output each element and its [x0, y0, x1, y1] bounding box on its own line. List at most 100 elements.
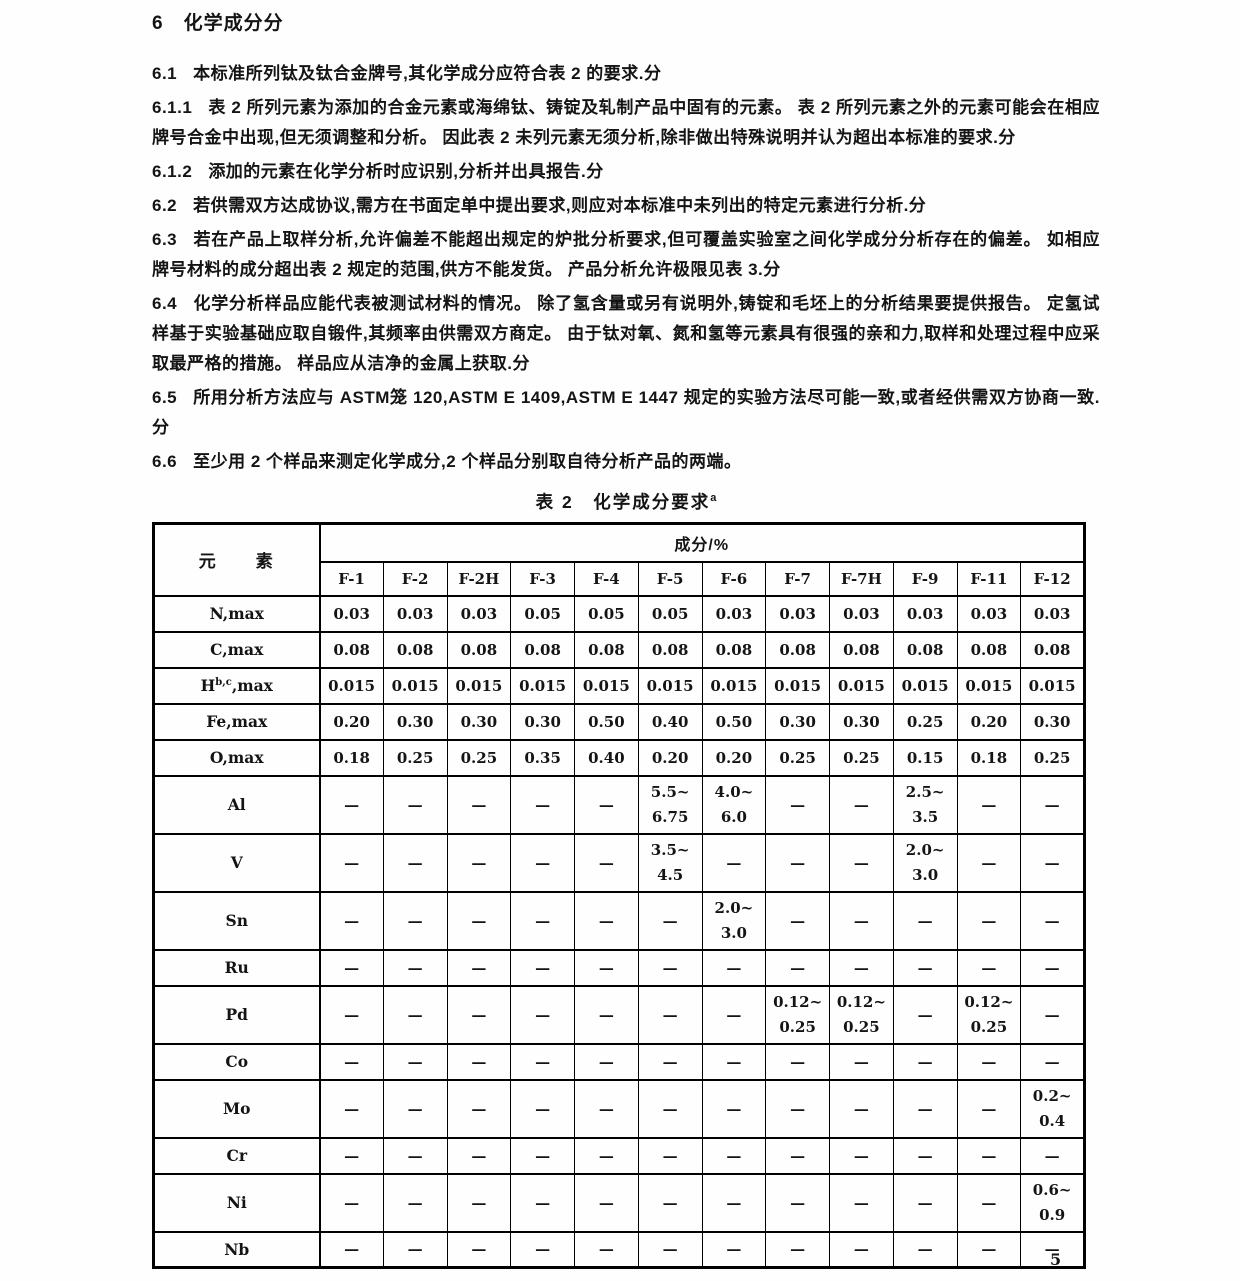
value-cell: — [829, 890, 894, 951]
value-cell: — [510, 774, 575, 835]
value-cell: — [765, 890, 830, 951]
value-cell: — [319, 1172, 384, 1233]
range-line: 0.25 [970, 1017, 1008, 1036]
table-row-al: Al — — — — —5.5~ 6.75 4.0~ 6.0— —2.5~ 3.5— — [153, 774, 1085, 835]
range-line: 0.4 [1039, 1111, 1066, 1130]
range-line: 4.5 [657, 865, 684, 884]
element-footnote-marker: b,c [215, 676, 232, 688]
value-cell: 0.20 [637, 738, 703, 777]
value-cell: — [510, 832, 575, 893]
value-cell: — [382, 1078, 448, 1139]
clause-6.3: 6.3 若在产品上取样分析,允许偏差不能超出规定的炉批分析要求,但可覆盖实验室之间… [152, 225, 1100, 285]
column-header-f-2: F-2 [382, 560, 448, 597]
element-label: Mo [153, 1078, 321, 1139]
clause-number: 6.4 [152, 294, 178, 313]
value-cell: — [701, 984, 767, 1045]
value-cell: 5.5~ 6.75 [637, 774, 703, 835]
column-header-f-11: F-11 [956, 560, 1022, 597]
element-column-header: 元 素 [153, 522, 321, 597]
value-cell: — [574, 1172, 639, 1233]
value-cell: 0.30 [446, 702, 512, 741]
value-cell: — [1020, 984, 1085, 1045]
value-cell: 2.0~ 3.0 [892, 832, 958, 893]
value-cell: — [382, 1172, 448, 1233]
value-cell: 0.08 [382, 630, 448, 669]
page-content: 6 化学成分分 6.1 本标准所列钛及钛合金牌号,其化学成分应符合表 2 的要求.分… [152, 6, 1100, 1269]
range-line: 0.2~ [1032, 1086, 1072, 1105]
value-cell: 0.18 [956, 738, 1022, 777]
chemical-composition-table: 元 素 成分/% F-1 F-2 F-2H F-3 F-4 F-5 F-6 F-7 F-7H F-… [152, 522, 1086, 1269]
value-cell: — [637, 1078, 703, 1139]
range-line: 3.0 [720, 923, 747, 942]
value-cell: — [574, 1136, 639, 1175]
range-line: 4.0~ [714, 782, 754, 801]
section-heading: 6 化学成分分 [152, 8, 1100, 35]
column-header-f-2h: F-2H [446, 560, 512, 597]
value-cell: — [574, 890, 639, 951]
value-cell: — [319, 1042, 384, 1081]
value-cell: 0.015 [446, 666, 512, 705]
value-cell: — [382, 890, 448, 951]
value-cell: 0.08 [956, 630, 1022, 669]
table-row-cr: Cr — — — — — — — — — — — — [153, 1136, 1085, 1175]
value-cell: 0.2~ 0.4 [1020, 1078, 1085, 1139]
value-cell: — [574, 832, 639, 893]
value-cell: — [701, 1078, 767, 1139]
value-cell: — [510, 890, 575, 951]
clauses: 6.1 本标准所列钛及钛合金牌号,其化学成分应符合表 2 的要求.分 6.1.1 表 … [152, 59, 1100, 477]
clause-number: 6.1.1 [152, 98, 193, 117]
value-cell: — [1020, 1136, 1085, 1175]
value-cell: — [1020, 774, 1085, 835]
clause-text: 若在产品上取样分析,允许偏差不能超出规定的炉批分析要求,但可覆盖实验室之间化学成… [152, 230, 1100, 279]
value-cell: 0.03 [319, 594, 384, 633]
clause-6.4: 6.4 化学分析样品应能代表被测试材料的情况。 除了氢含量或另有说明外,铸锭和毛坯… [152, 289, 1100, 379]
value-cell: 0.03 [382, 594, 448, 633]
range-line: 0.12~ [836, 992, 886, 1011]
value-cell: — [319, 1230, 384, 1269]
value-cell: 0.08 [765, 630, 830, 669]
table-row-fe: Fe,max 0.20 0.30 0.30 0.30 0.50 0.40 0.50 0.30 0.… [153, 702, 1085, 741]
column-header-f-5: F-5 [637, 560, 703, 597]
value-cell: — [701, 1230, 767, 1269]
clause-number: 6.2 [152, 196, 178, 215]
value-cell: — [701, 832, 767, 893]
value-cell: 0.18 [319, 738, 384, 777]
table-row-pd: Pd — — — — — — —0.12~ 0.25 0.12~ 0.25—0.12~ 0.25— [153, 984, 1085, 1045]
value-cell: — [956, 948, 1022, 987]
value-cell: 0.25 [765, 738, 830, 777]
clause-6.1: 6.1 本标准所列钛及钛合金牌号,其化学成分应符合表 2 的要求.分 [152, 59, 1100, 89]
range-line: 6.0 [720, 807, 747, 826]
value-cell: — [765, 1042, 830, 1081]
value-cell: 0.015 [637, 666, 703, 705]
table-row-ni: Ni — — — — — — — — — — —0.6~ 0.9 [153, 1172, 1085, 1233]
value-cell: — [446, 948, 512, 987]
table-row-nb: Nb — — — — — — — — — — — — [153, 1230, 1085, 1269]
value-cell: 3.5~ 4.5 [637, 832, 703, 893]
value-cell: 0.20 [319, 702, 384, 741]
table-title: 表 2 化学成分要求a [152, 489, 1100, 514]
value-cell: — [956, 890, 1022, 951]
value-cell: — [446, 1230, 512, 1269]
value-cell: — [319, 948, 384, 987]
value-cell: — [574, 984, 639, 1045]
value-cell: 0.15 [892, 738, 958, 777]
value-cell: 0.20 [956, 702, 1022, 741]
value-cell: — [510, 1042, 575, 1081]
value-cell: — [765, 1078, 830, 1139]
clause-text: 若供需双方达成协议,需方在书面定单中提出要求,则应对本标准中未列出的特定元素进行… [193, 196, 927, 215]
value-cell: 0.015 [1020, 666, 1085, 705]
column-header-f-7h: F-7H [829, 560, 894, 597]
value-cell: — [701, 1172, 767, 1233]
value-cell: 0.35 [510, 738, 575, 777]
value-cell: — [892, 1136, 958, 1175]
value-cell: — [382, 1042, 448, 1081]
value-cell: — [319, 774, 384, 835]
value-cell: 0.08 [701, 630, 767, 669]
value-cell: — [892, 890, 958, 951]
value-cell: — [510, 1230, 575, 1269]
value-cell: — [765, 774, 830, 835]
value-cell: 0.015 [510, 666, 575, 705]
range-line: 2.0~ [905, 840, 945, 859]
value-cell: 0.08 [829, 630, 894, 669]
